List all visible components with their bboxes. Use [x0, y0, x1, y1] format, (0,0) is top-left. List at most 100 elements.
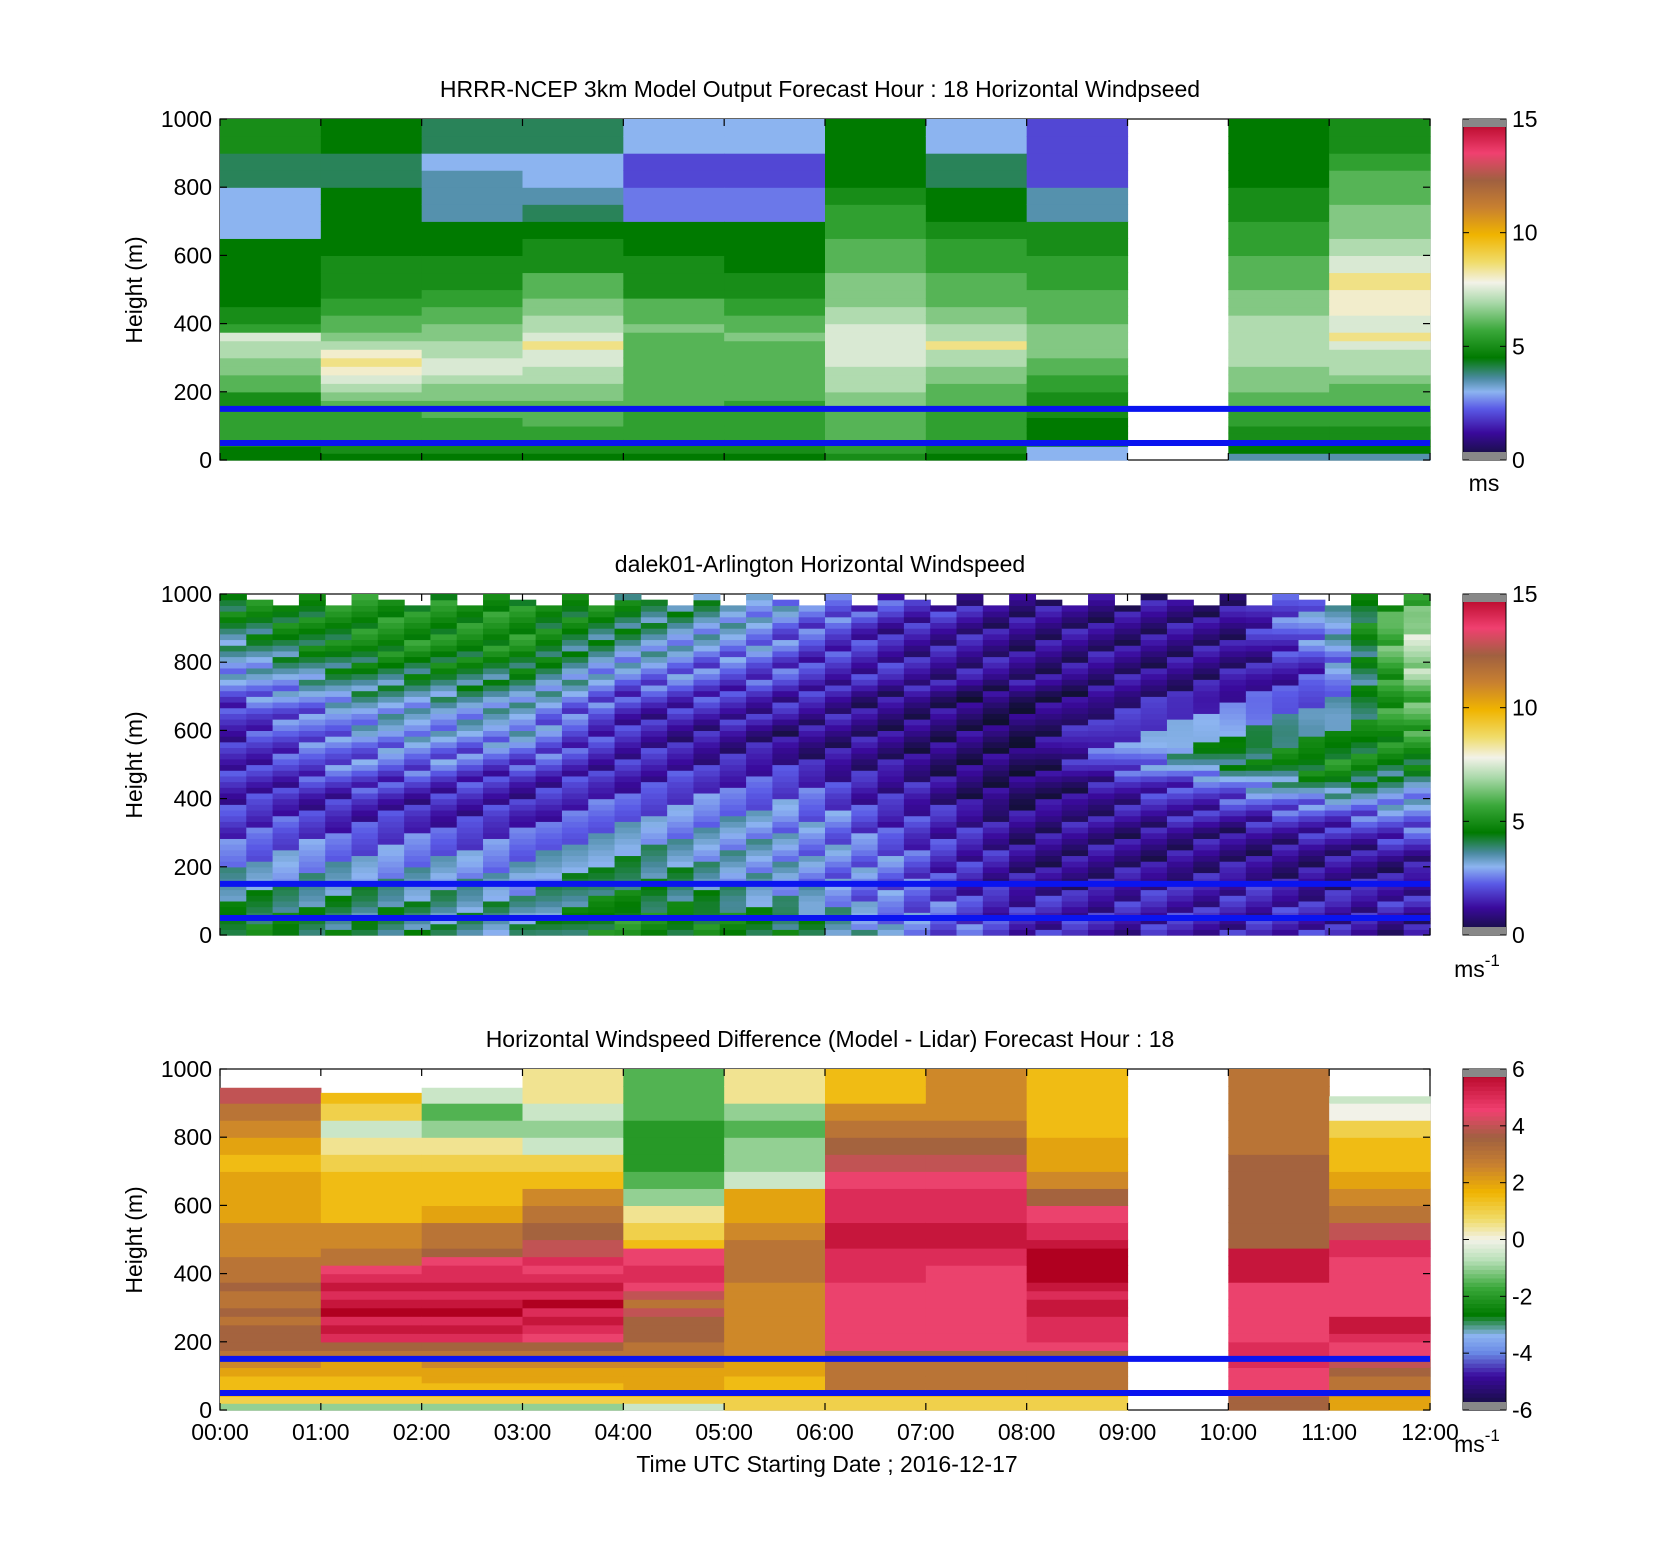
- heatmap-cell: [1114, 809, 1142, 817]
- heatmap-cell: [667, 792, 695, 800]
- heatmap-cell: [430, 775, 458, 783]
- heatmap-cell: [1035, 684, 1063, 692]
- colorbar-segment: [1463, 1239, 1506, 1245]
- heatmap-cell: [522, 315, 624, 325]
- heatmap-cell: [1114, 662, 1142, 669]
- heatmap-cell: [561, 656, 589, 663]
- heatmap-cell: [825, 391, 927, 401]
- heatmap-cell: [351, 809, 379, 817]
- heatmap-cell: [272, 764, 300, 771]
- heatmap-cell: [623, 1222, 725, 1241]
- heatmap-cell: [483, 821, 510, 828]
- heatmap-cell: [719, 719, 747, 726]
- heatmap-cell: [377, 838, 405, 845]
- heatmap-cell: [325, 667, 353, 675]
- heatmap-cell: [561, 758, 589, 766]
- heatmap-cell: [724, 340, 826, 350]
- heatmap-cell: [1061, 917, 1089, 925]
- heatmap-cell: [877, 701, 905, 709]
- heatmap-cell: [667, 741, 695, 749]
- heatmap-cell: [1009, 787, 1037, 794]
- heatmap-cell: [220, 1358, 322, 1368]
- heatmap-cell: [851, 741, 879, 749]
- y-tick-label: 0: [199, 447, 212, 473]
- heatmap-cell: [272, 662, 300, 669]
- heatmap-cell: [1219, 741, 1247, 749]
- heatmap-cell: [272, 838, 300, 845]
- heatmap-cell: [1351, 872, 1378, 879]
- heatmap-cell: [925, 453, 1028, 461]
- heatmap-cell: [1026, 366, 1129, 376]
- colorbar-segment: [1463, 1201, 1506, 1206]
- heatmap-cell: [1377, 662, 1405, 669]
- heatmap-cell: [1009, 707, 1037, 714]
- heatmap-cell: [535, 849, 563, 857]
- heatmap-cell: [693, 753, 721, 760]
- heatmap-cell: [1035, 764, 1063, 771]
- heatmap-cell: [561, 872, 589, 879]
- heatmap-cell: [1329, 1350, 1431, 1360]
- heatmap-cell: [1026, 1188, 1129, 1206]
- heatmap-cell: [877, 730, 905, 737]
- heatmap-cell: [483, 628, 510, 635]
- heatmap-cell: [421, 1307, 524, 1317]
- heatmap-cell: [298, 775, 326, 783]
- heatmap-cell: [1245, 639, 1273, 646]
- heatmap-cell: [1272, 679, 1300, 686]
- heatmap-cell: [1026, 1382, 1129, 1391]
- heatmap-cell: [877, 923, 905, 930]
- heatmap-cell: [798, 713, 826, 720]
- heatmap-cell: [1035, 599, 1063, 606]
- heatmap-cell: [404, 611, 432, 618]
- heatmap-cell: [1403, 775, 1431, 783]
- heatmap-cell: [246, 736, 274, 743]
- heatmap-cell: [982, 923, 1010, 930]
- heatmap-cell: [456, 889, 484, 896]
- heatmap-cell: [522, 1367, 624, 1377]
- heatmap-cell: [246, 872, 274, 879]
- heatmap-cell: [1219, 599, 1247, 606]
- heatmap-cell: [925, 1103, 1028, 1121]
- panel-model-reference-lines: [220, 405, 1430, 446]
- heatmap-cell: [509, 701, 537, 709]
- heatmap-cell: [851, 616, 879, 624]
- heatmap-cell: [320, 238, 423, 256]
- heatmap-cell: [1403, 656, 1431, 663]
- heatmap-cell: [1403, 849, 1431, 857]
- colorbar-segment: [1463, 1141, 1506, 1147]
- heatmap-cell: [320, 1265, 423, 1275]
- heatmap-cell: [430, 815, 458, 822]
- heatmap-cell: [325, 861, 353, 868]
- heatmap-cell: [1035, 889, 1063, 896]
- heatmap-cell: [772, 673, 800, 680]
- heatmap-cell: [456, 917, 484, 925]
- heatmap-cell: [877, 821, 905, 828]
- heatmap-cell: [377, 707, 405, 714]
- heatmap-cell: [509, 798, 537, 805]
- heatmap-cell: [1035, 701, 1063, 709]
- heatmap-cell: [1329, 1222, 1431, 1241]
- heatmap-cell: [535, 639, 563, 646]
- heatmap-cell: [320, 1324, 423, 1334]
- colorbar-segment: [1463, 1311, 1506, 1317]
- panel-lidar-title: dalek01-Arlington Horizontal Windspeed: [615, 551, 1025, 577]
- colorbar-segment: [1463, 1363, 1506, 1368]
- heatmap-cell: [1219, 730, 1247, 737]
- y-tick-label: 800: [174, 649, 212, 675]
- heatmap-cell: [1009, 645, 1037, 652]
- heatmap-cell: [724, 187, 826, 205]
- heatmap-cell: [693, 895, 721, 902]
- heatmap-cell: [246, 809, 274, 817]
- heatmap-cell: [1140, 684, 1168, 692]
- heatmap-cell: [483, 605, 510, 612]
- heatmap-cell: [851, 872, 879, 879]
- heatmap-cell: [535, 815, 563, 822]
- heatmap-cell: [825, 713, 852, 720]
- heatmap-cell: [220, 747, 247, 754]
- heatmap-cell: [1351, 713, 1378, 720]
- heatmap-cell: [404, 775, 432, 783]
- heatmap-cell: [246, 696, 274, 703]
- heatmap-cell: [825, 639, 852, 646]
- heatmap-cell: [903, 622, 931, 629]
- heatmap-cell: [246, 792, 274, 800]
